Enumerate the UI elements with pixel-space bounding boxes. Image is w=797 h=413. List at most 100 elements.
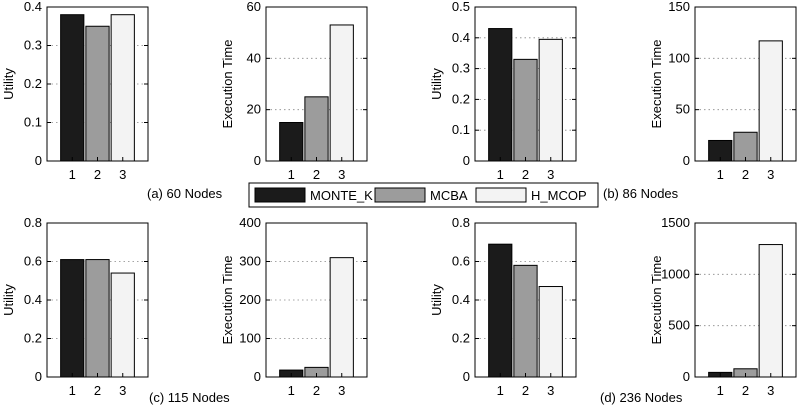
- legend: MONTE_K MCBA H_MCOP: [248, 182, 599, 208]
- y-tick-label: 100: [239, 331, 261, 346]
- x-tick-label: 3: [119, 167, 126, 182]
- y-tick-label: 0.3: [452, 61, 470, 76]
- caption-d: (d) 236 Nodes: [600, 390, 683, 405]
- x-tick-label: 3: [338, 383, 345, 398]
- plot-frame: [265, 6, 368, 162]
- y-tick-label: 0.4: [24, 0, 42, 14]
- y-axis-label: Execution Time: [220, 40, 235, 129]
- y-tick-label: 0.1: [452, 122, 470, 137]
- caption-b: (b) 86 Nodes: [603, 186, 679, 201]
- x-tick-label: 1: [497, 383, 504, 398]
- y-tick-label: 300: [239, 254, 261, 269]
- y-tick-label: 0.4: [452, 292, 470, 307]
- y-tick-label: 0.2: [452, 91, 470, 106]
- x-tick-label: 3: [119, 383, 126, 398]
- y-tick-label: 100: [668, 50, 690, 65]
- bar-2: [513, 264, 538, 378]
- bar-1: [279, 122, 304, 162]
- y-tick-label: 50: [676, 102, 690, 117]
- chart-a-utility: 0 0.1 0.2 0.3 0.4 1 2 3 Utility: [1, 0, 149, 182]
- y-tick-label: 150: [668, 0, 690, 14]
- y-tick-label: 0: [35, 153, 42, 168]
- y-tick-label: 1500: [661, 215, 690, 230]
- y-tick-label: 0: [683, 153, 690, 168]
- y-tick-label: 0: [463, 153, 470, 168]
- y-axis-label: Utility: [1, 68, 16, 100]
- chart-b-utility: 0 0.1 0.2 0.3 0.4 0.5 1 2 3 Utility: [429, 0, 577, 182]
- y-axis-label: Execution Time: [649, 40, 664, 129]
- y-tick-label: 0.4: [452, 30, 470, 45]
- plot-frame: [46, 222, 149, 378]
- bar-1: [488, 243, 513, 378]
- y-tick-label: 0.1: [24, 115, 42, 130]
- x-tick-label: 3: [767, 383, 774, 398]
- chart-a-execution-time: 0 20 40 60 1 2 3 Execution Time: [220, 0, 368, 182]
- y-tick-label: 0.6: [452, 254, 470, 269]
- bar-3: [110, 272, 135, 378]
- x-tick-label: 3: [338, 167, 345, 182]
- plot-frame: [474, 6, 577, 162]
- caption-a: (a) 60 Nodes: [147, 186, 223, 201]
- y-tick-label: 40: [247, 50, 261, 65]
- x-tick-label: 3: [547, 167, 554, 182]
- y-tick-label: 0: [35, 369, 42, 384]
- x-tick-label: 2: [94, 383, 101, 398]
- y-axis-label: Utility: [429, 68, 444, 100]
- chart-b-execution-time: 0 50 100 150 1 2 3 Execution Time: [649, 0, 797, 182]
- legend-swatch-h-mcop: [475, 187, 527, 203]
- x-tick-label: 2: [522, 383, 529, 398]
- legend-label-monte-k: MONTE_K: [310, 188, 373, 203]
- y-tick-label: 0: [254, 369, 261, 384]
- bar-2: [85, 25, 110, 162]
- bar-3: [758, 244, 783, 378]
- legend-swatch-monte-k: [254, 187, 306, 203]
- chart-c-utility: 0 0.2 0.4 0.6 0.8 1 2 3 Utility: [1, 215, 149, 398]
- y-tick-label: 60: [247, 0, 261, 14]
- x-tick-label: 1: [717, 383, 724, 398]
- x-tick-label: 2: [742, 383, 749, 398]
- bar-3: [758, 40, 783, 162]
- y-tick-label: 0.2: [452, 331, 470, 346]
- bar-3: [329, 24, 354, 162]
- bar-1: [60, 259, 85, 378]
- legend-label-mcba: MCBA: [430, 188, 468, 203]
- x-tick-label: 1: [497, 167, 504, 182]
- x-tick-label: 2: [313, 383, 320, 398]
- plot-frame: [694, 6, 797, 162]
- bar-2: [513, 58, 538, 162]
- x-tick-label: 3: [547, 383, 554, 398]
- chart-c-execution-time: 0 100 200 300 400 1 2 3 Execution Time: [220, 215, 368, 398]
- y-tick-label: 0.2: [24, 76, 42, 91]
- y-tick-label: 0.8: [24, 215, 42, 230]
- legend-label-h-mcop: H_MCOP: [531, 188, 587, 203]
- bar-3: [538, 38, 563, 162]
- y-tick-label: 0.5: [452, 0, 470, 14]
- chart-d-execution-time: 0 500 1000 1500 1 2 3 Execution Time: [649, 215, 797, 398]
- y-tick-label: 1000: [661, 266, 690, 281]
- plot-frame: [474, 222, 577, 378]
- x-tick-label: 2: [313, 167, 320, 182]
- caption-c: (c) 115 Nodes: [149, 390, 230, 405]
- bar-3: [538, 286, 563, 378]
- y-tick-label: 500: [668, 318, 690, 333]
- y-tick-label: 0.8: [452, 215, 470, 230]
- bar-1: [488, 28, 513, 162]
- y-axis-label: Utility: [1, 284, 16, 316]
- plot-frame: [694, 222, 797, 378]
- x-tick-label: 1: [717, 167, 724, 182]
- x-tick-label: 1: [69, 167, 76, 182]
- y-tick-label: 200: [239, 292, 261, 307]
- bar-3: [329, 257, 354, 378]
- y-axis-label: Utility: [429, 284, 444, 316]
- y-tick-label: 400: [239, 215, 261, 230]
- y-tick-label: 0: [683, 369, 690, 384]
- x-tick-label: 3: [767, 167, 774, 182]
- y-axis-label: Execution Time: [220, 256, 235, 345]
- bar-2: [304, 96, 329, 162]
- x-tick-label: 1: [288, 383, 295, 398]
- y-tick-label: 0: [254, 153, 261, 168]
- y-tick-label: 0.3: [24, 38, 42, 53]
